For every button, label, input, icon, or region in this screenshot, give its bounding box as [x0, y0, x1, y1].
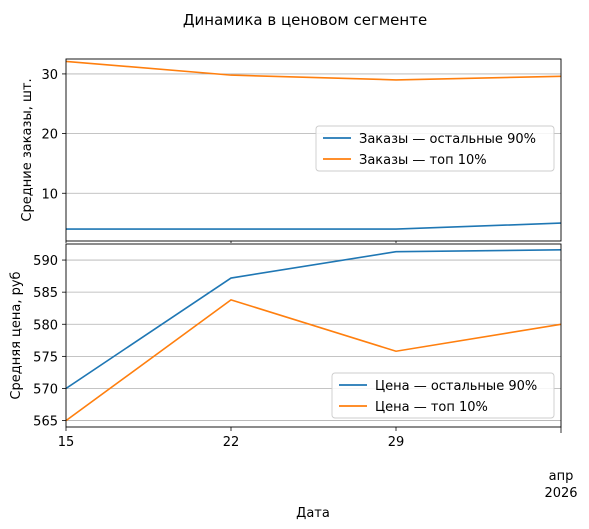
- legend-box: [331, 372, 555, 419]
- series-line-rest-90: [66, 222, 561, 230]
- y-axis-label: Средние заказы, шт.: [20, 78, 35, 221]
- y-tick-label: 30: [41, 68, 58, 83]
- legend-entry: Заказы — топ 10%: [359, 153, 487, 168]
- x-tick-labels: 15 22 29: [58, 427, 562, 450]
- x-axis: 15 22 29 апр 2026 Дата: [58, 427, 578, 521]
- y-tick-label: 590: [33, 254, 58, 269]
- figure-title: Динамика в ценовом сегменте: [183, 11, 427, 29]
- x-year-label: 2026: [544, 486, 577, 501]
- y-tick-label: 570: [33, 382, 58, 397]
- legend-entry: Заказы — остальные 90%: [359, 132, 536, 147]
- y-tick-label: 565: [33, 415, 58, 430]
- legend-entry: Цена — топ 10%: [375, 400, 488, 415]
- series-line-top-10: [66, 298, 561, 422]
- x-tick-label: 22: [223, 435, 240, 450]
- x-tick-label: 29: [388, 435, 405, 450]
- y-tick-label: 585: [33, 286, 58, 301]
- y-tick-label: 10: [41, 187, 58, 202]
- y-tick-label: 575: [33, 350, 58, 365]
- axes-frame: [65, 58, 562, 242]
- y-tick-label: 580: [33, 318, 58, 333]
- legend-entry: Цена — остальные 90%: [375, 379, 537, 394]
- legend: Цена — остальные 90% Цена — топ 10%: [331, 372, 555, 419]
- series-line-top-10: [66, 60, 561, 81]
- axes-frame: [65, 243, 562, 428]
- x-month-label: апр: [549, 469, 574, 484]
- price-panel: 565 570 575 580 585 590 Средняя цена, руб Цена …: [9, 243, 562, 431]
- legend: Заказы — остальные 90% Заказы — топ 10%: [315, 125, 555, 172]
- y-tick-label: 20: [41, 128, 58, 143]
- x-axis-label: Дата: [296, 506, 330, 521]
- legend-box: [315, 125, 555, 172]
- x-tick-label: 15: [58, 435, 75, 450]
- y-axis-label: Средняя цена, руб: [9, 271, 24, 399]
- series-line-rest-90: [66, 248, 561, 390]
- orders-panel: 10 20 30 Средние заказы, шт. Заказы — осталь…: [20, 58, 562, 243]
